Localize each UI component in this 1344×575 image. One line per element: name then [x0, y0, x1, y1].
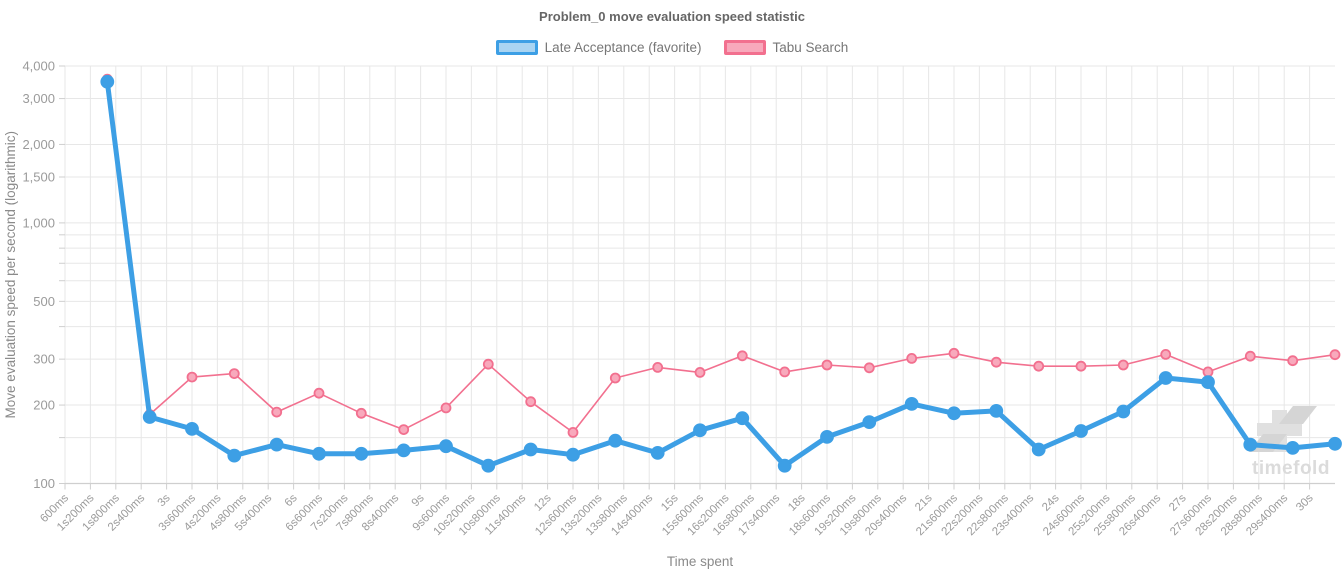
y-axis-title: Move evaluation speed per second (logari… [3, 131, 18, 418]
svg-text:24s: 24s [1040, 492, 1062, 514]
chart-legend: Late Acceptance (favorite) Tabu Search [0, 40, 1344, 55]
svg-text:4,000: 4,000 [22, 59, 55, 74]
legend-item-late-acceptance[interactable]: Late Acceptance (favorite) [495, 40, 702, 55]
svg-text:timefold: timefold [1252, 458, 1330, 479]
svg-text:200: 200 [33, 398, 55, 413]
svg-text:3s: 3s [156, 492, 173, 509]
svg-text:21s: 21s [913, 492, 935, 514]
legend-swatch-tabu-search [723, 40, 766, 55]
series-tabu-search [101, 73, 1341, 438]
svg-text:2,000: 2,000 [22, 137, 55, 152]
series-late-acceptance-favorite- [100, 74, 1342, 473]
chart-title: Problem_0 move evaluation speed statisti… [539, 9, 805, 24]
svg-text:9s: 9s [410, 492, 427, 509]
svg-text:27s: 27s [1167, 492, 1189, 514]
svg-text:15s: 15s [659, 492, 681, 514]
svg-text:12s: 12s [532, 492, 554, 514]
svg-text:3,000: 3,000 [22, 91, 55, 106]
legend-swatch-late-acceptance [495, 40, 538, 55]
legend-label-tabu-search: Tabu Search [772, 40, 849, 55]
svg-text:300: 300 [33, 352, 55, 367]
y-grid: 100 200 300 500 1,000 1,500 2,000 3,000 4,000 [22, 59, 1335, 491]
svg-text:500: 500 [33, 294, 55, 309]
svg-text:6s: 6s [283, 492, 300, 509]
legend-label-late-acceptance: Late Acceptance (favorite) [544, 40, 702, 55]
svg-text:100: 100 [33, 476, 55, 491]
x-axis-title: Time spent [667, 554, 734, 569]
legend-item-tabu-search[interactable]: Tabu Search [723, 40, 849, 55]
svg-text:1,500: 1,500 [22, 170, 55, 185]
svg-text:1,000: 1,000 [22, 215, 55, 230]
svg-text:30s: 30s [1294, 492, 1316, 514]
svg-text:18s: 18s [786, 492, 808, 514]
